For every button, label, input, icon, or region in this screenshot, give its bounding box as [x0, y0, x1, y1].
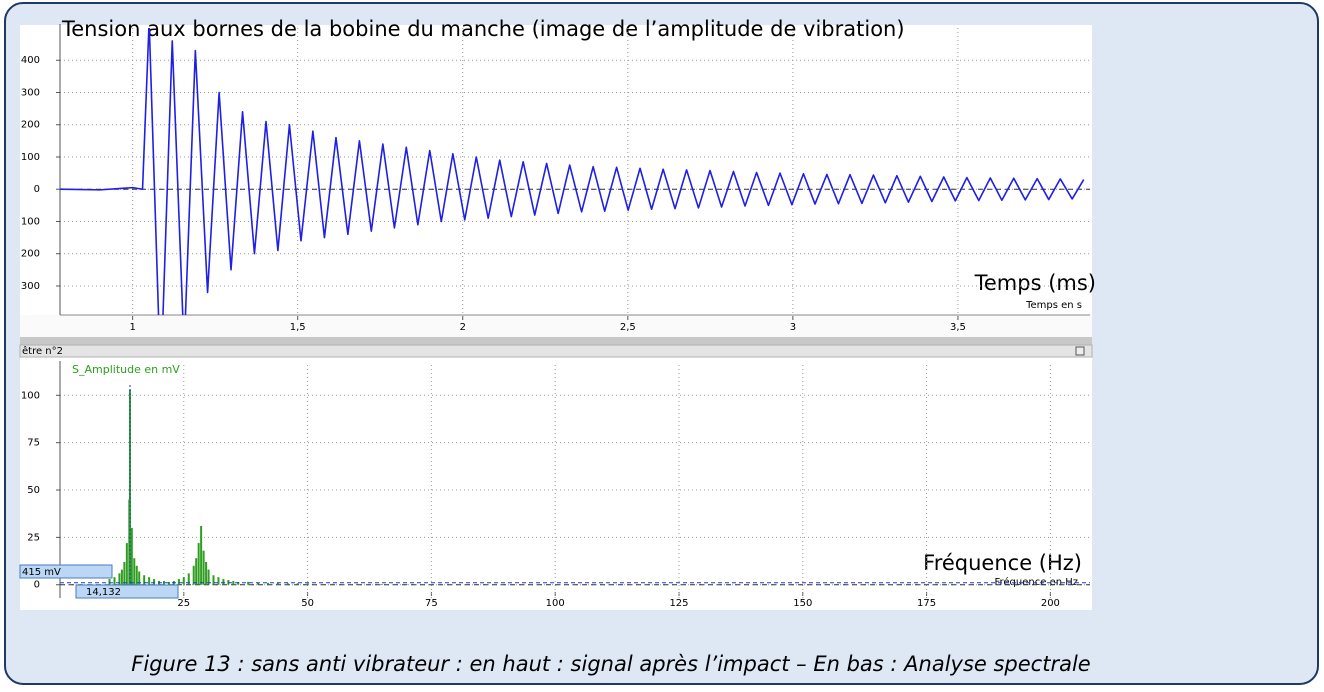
- cursor-box: [19, 564, 113, 579]
- y-tick-label: 0: [34, 580, 40, 591]
- y-tick-label: 100: [21, 152, 40, 163]
- splitter: [20, 337, 1092, 345]
- x-tick-label: 3: [790, 322, 796, 333]
- x-axis-label: Temps en s: [1025, 300, 1082, 311]
- window-title: être n°2: [22, 345, 63, 357]
- x-tick-label: 150: [793, 598, 812, 609]
- x-tick-label: 2,5: [620, 322, 636, 333]
- window-button[interactable]: [1075, 346, 1085, 356]
- y-tick-label: 200: [21, 249, 40, 260]
- x-tick-label: 3,5: [950, 322, 966, 333]
- cursor-y-label: 415 mV: [22, 567, 61, 578]
- y-tick-label: 100: [21, 216, 40, 227]
- y-tick-label: 400: [21, 55, 40, 66]
- x-tick-label: 1,5: [290, 322, 306, 333]
- plot: [60, 28, 1085, 315]
- y-tick-label: 200: [21, 120, 40, 131]
- x-tick-label: 125: [669, 598, 688, 609]
- y-tick-label: 300: [21, 281, 40, 292]
- x-tick-label: 2: [460, 322, 466, 333]
- x-axis-overlay: Temps (ms): [974, 271, 1096, 295]
- x-tick-label: 100: [546, 598, 565, 609]
- x-tick-label: 175: [917, 598, 936, 609]
- cursor-x-label: 14,132: [86, 587, 121, 598]
- y-tick-label: 50: [27, 485, 40, 496]
- x-axis-label: Fréquence en Hz: [994, 576, 1078, 588]
- caption: Figure 13 : sans anti vibrateur : en hau…: [131, 652, 1090, 676]
- x-axis-overlay: Fréquence (Hz): [923, 551, 1082, 575]
- x-tick-label: 200: [1041, 598, 1060, 609]
- chart-title: Tension aux bornes de la bobine du manch…: [61, 17, 905, 41]
- y-tick-label: 75: [27, 438, 40, 449]
- y-tick-label: 300: [21, 87, 40, 98]
- axis-strip: [20, 315, 1092, 337]
- y-tick-label: 0: [34, 184, 40, 195]
- signal-line: [60, 28, 1085, 315]
- x-tick-label: 50: [301, 598, 314, 609]
- x-tick-label: 75: [425, 598, 438, 609]
- y-tick-label: 100: [21, 390, 40, 401]
- y-tick-label: 25: [27, 532, 40, 543]
- x-tick-label: 1: [129, 322, 135, 333]
- y-axis-label: S_Amplitude en mV: [72, 363, 180, 376]
- window-bar: [19, 344, 1093, 358]
- cursor-box: [75, 584, 179, 599]
- x-tick-label: 25: [177, 598, 190, 609]
